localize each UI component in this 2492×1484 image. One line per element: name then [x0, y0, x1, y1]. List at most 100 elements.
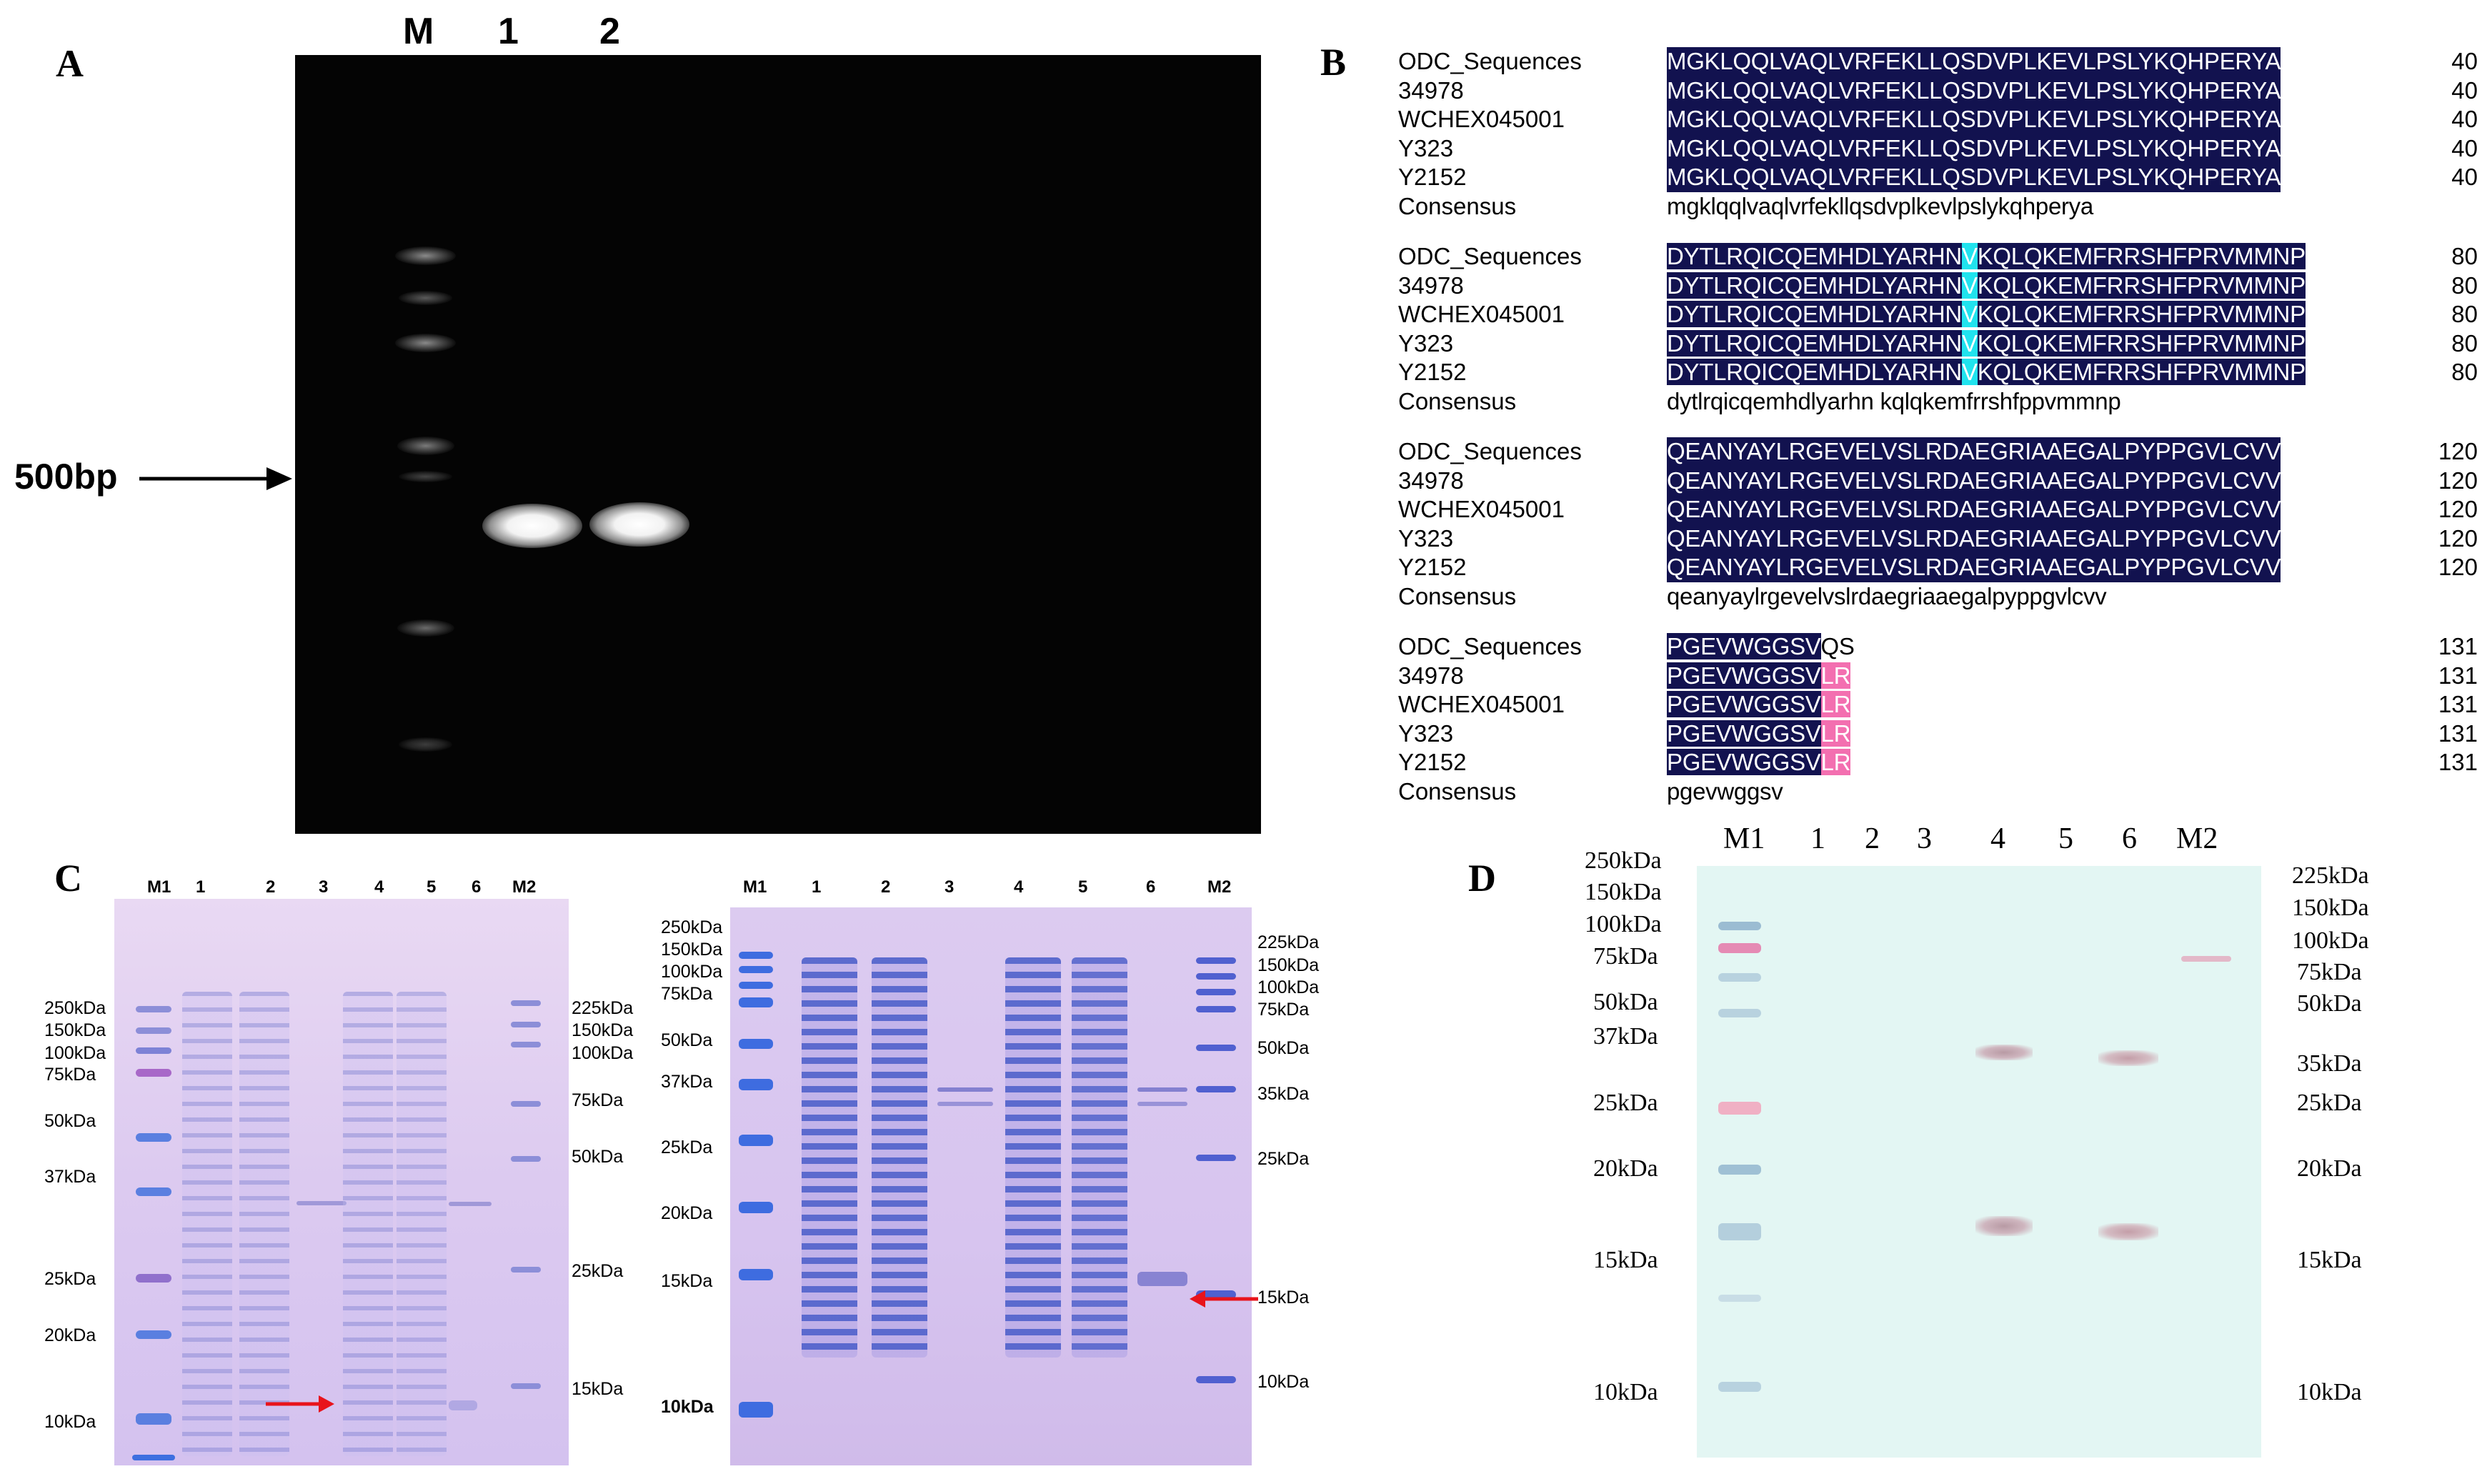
marker-label: 75kDa: [1257, 1000, 1310, 1020]
gel-c2-lane-3: 3: [945, 877, 955, 897]
gel-c1-lane-3: 3: [319, 877, 329, 897]
lane-band: [937, 1087, 993, 1092]
agarose-gel-image: [295, 55, 1261, 834]
lane-band: [1137, 1102, 1187, 1106]
marker-band: [511, 1267, 541, 1273]
marker-band: [2181, 956, 2231, 962]
blot-lane-2: 2: [1865, 822, 1880, 855]
seq-name: Y2152: [1398, 164, 1467, 190]
gel-c2-lane-4: 4: [1014, 877, 1024, 897]
marker-band: [739, 997, 773, 1007]
marker-label: 10kDa: [2297, 1379, 2362, 1405]
lane-smear: [239, 992, 289, 1456]
blot-lane-m2: M2: [2176, 822, 2218, 855]
seq-name: WCHEX045001: [1398, 691, 1565, 717]
seq-position: 120: [2438, 524, 2478, 552]
marker-band: [136, 1133, 171, 1142]
alignment-block-4: ODC_Sequences PGEVWGGSVQS 131 34978 PGEV…: [0, 632, 2478, 811]
marker-band: [1196, 1006, 1236, 1012]
seq-name: 34978: [1398, 76, 1464, 104]
seq-name: WCHEX045001: [1398, 496, 1565, 522]
marker-label: 25kDa: [1593, 1090, 1658, 1116]
gel-a-lane-m: M: [403, 11, 434, 52]
marker-label: 50kDa: [661, 1030, 713, 1050]
gel-c2-lane-1: 1: [812, 877, 822, 897]
seq-position: 120: [2438, 438, 2478, 464]
blot-lane-m1: M1: [1723, 822, 1765, 855]
marker-label: 25kDa: [2297, 1090, 2362, 1116]
seq-residues: MGKLQQLVAQLVRFEKLLQSDVPLKEVLPSLYKQHPERYA: [1667, 105, 2281, 134]
marker-band: [1718, 922, 1761, 930]
marker-band: [1196, 1290, 1236, 1299]
lane-smear: [182, 992, 232, 1456]
western-blot-membrane: [1697, 866, 2261, 1458]
seq-name: 34978: [1398, 467, 1464, 494]
marker-label: 15kDa: [661, 1271, 713, 1291]
seq-residues: QEANYAYLRGEVELVSLRDAEGRIAAEGALPYPPGVLCVV: [1667, 437, 2281, 467]
marker-label: 50kDa: [44, 1111, 96, 1131]
seq-name: 34978: [1398, 662, 1464, 689]
lane-band: [937, 1102, 993, 1106]
gel-c1-lane-1: 1: [196, 877, 206, 897]
seq-position: 40: [2451, 164, 2478, 190]
seq-name: ODC_Sequences: [1398, 438, 1582, 464]
gel-c2-lane-5: 5: [1078, 877, 1088, 897]
marker-band: [1196, 1086, 1236, 1092]
blot-lane-1: 1: [1810, 822, 1825, 855]
seq-position: 120: [2438, 496, 2478, 522]
seq-residues: MGKLQQLVAQLVRFEKLLQSDVPLKEVLPSLYKQHPERYA: [1667, 47, 2281, 76]
ladder-band: [397, 619, 454, 637]
size-marker-label-500bp: 500bp: [14, 457, 118, 497]
gel-c1-lane-m1: M1: [147, 877, 171, 897]
lane-band: [1137, 1272, 1187, 1286]
marker-band: [1196, 1376, 1236, 1383]
seq-position: 80: [2451, 359, 2478, 385]
marker-label: 50kDa: [1593, 989, 1658, 1015]
marker-band: [136, 1274, 171, 1283]
pcr-band-lane-1: [482, 504, 582, 548]
marker-label: 250kDa: [661, 917, 723, 937]
seq-residues: QEANYAYLRGEVELVSLRDAEGRIAAEGALPYPPGVLCVV: [1667, 495, 2281, 524]
seq-position: 40: [2451, 106, 2478, 132]
consensus-residues: dytlrqicqemhdlyarhn kqlqkemfrrshfppvmmnp: [1667, 387, 2121, 414]
seq-residues: MGKLQQLVAQLVRFEKLLQSDVPLKEVLPSLYKQHPERYA: [1667, 76, 2281, 105]
panel-label-b: B: [1320, 41, 1347, 84]
seq-residues: QEANYAYLRGEVELVSLRDAEGRIAAEGALPYPPGVLCVV: [1667, 466, 2281, 495]
marker-label: 75kDa: [2297, 959, 2362, 985]
lane-smear: [1072, 957, 1127, 1358]
marker-band: [136, 1027, 171, 1034]
marker-band: [132, 1455, 175, 1460]
marker-band: [136, 1187, 171, 1196]
lane-smear: [872, 957, 927, 1358]
ladder-band: [399, 291, 452, 305]
seq-name: WCHEX045001: [1398, 301, 1565, 327]
marker-label: 150kDa: [572, 1020, 634, 1040]
marker-label: 10kDa: [1257, 1372, 1310, 1392]
gel-c1-lane-6: 6: [472, 877, 482, 897]
marker-band: [1718, 1223, 1761, 1240]
seq-name: WCHEX045001: [1398, 106, 1565, 132]
blot-band-lane-6-upper: [2098, 1050, 2158, 1066]
marker-band: [511, 1101, 541, 1107]
alignment-panel: ODC_Sequences MGKLQQLVAQLVRFEKLLQSDVPLKE…: [0, 47, 2478, 811]
marker-label: 25kDa: [44, 1269, 96, 1289]
lane-band: [296, 1201, 347, 1205]
marker-label: 20kDa: [1593, 1155, 1658, 1182]
seq-name: ODC_Sequences: [1398, 48, 1582, 74]
marker-band: [1718, 1165, 1761, 1175]
blot-lane-4: 4: [1990, 822, 2005, 855]
marker-band: [739, 1402, 773, 1418]
marker-label: 20kDa: [2297, 1155, 2362, 1182]
marker-band: [136, 1006, 171, 1012]
ladder-band: [395, 246, 456, 265]
marker-band: [739, 1039, 773, 1049]
marker-band: [136, 1413, 171, 1425]
marker-label: 37kDa: [44, 1167, 96, 1187]
marker-band: [136, 1330, 171, 1339]
ladder-band: [395, 334, 456, 352]
pcr-band-lane-2: [589, 502, 689, 547]
marker-label: 75kDa: [44, 1065, 96, 1085]
seq-name: Y323: [1398, 719, 1454, 747]
gel-c1-lane-4: 4: [374, 877, 384, 897]
blot-lane-6: 6: [2122, 822, 2137, 855]
